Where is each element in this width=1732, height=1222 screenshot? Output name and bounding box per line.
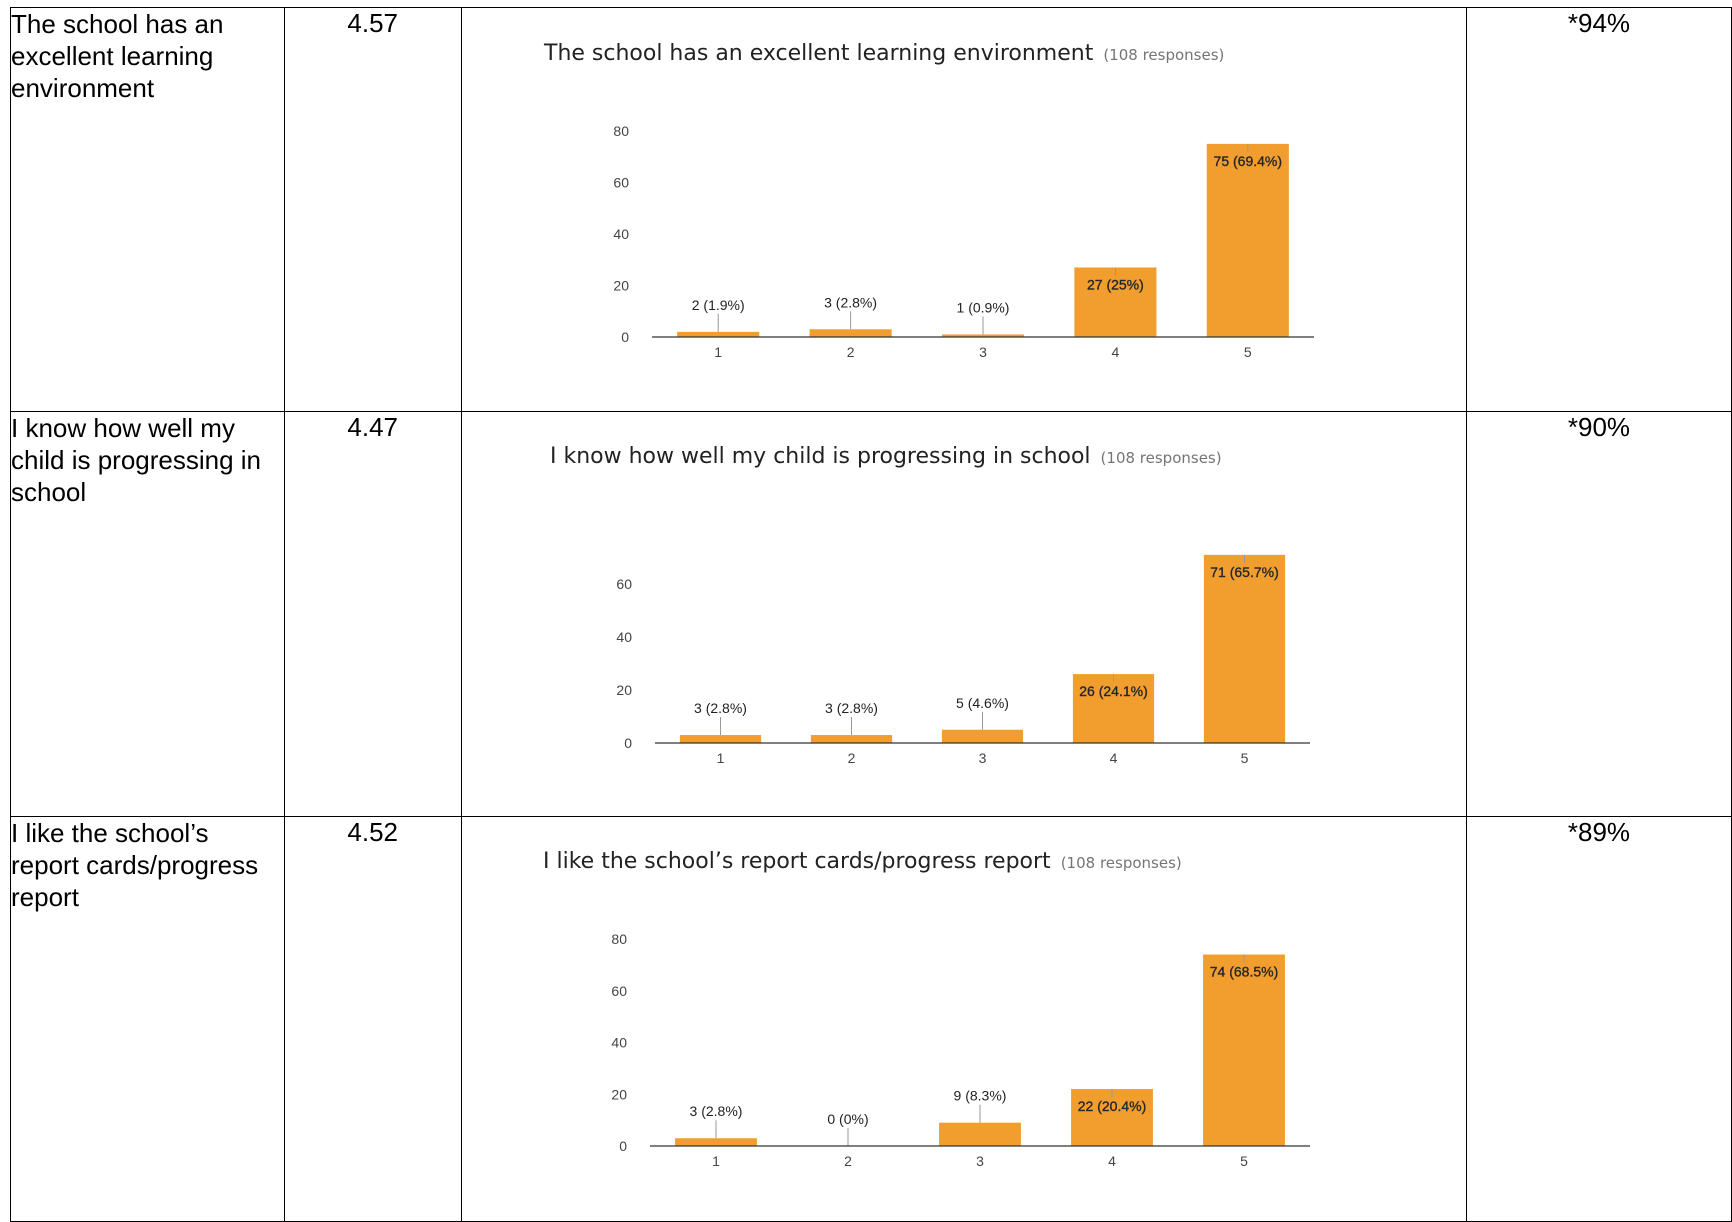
agreement-percent: *89% <box>1465 816 1732 1222</box>
data-label: 71 (65.7%) <box>1210 564 1278 580</box>
x-tick-label: 5 <box>1241 750 1249 766</box>
x-tick-label: 4 <box>1111 344 1119 360</box>
question-text: I like the school’s report cards/progres… <box>10 816 285 1222</box>
bar <box>675 1138 757 1146</box>
bar <box>679 735 762 743</box>
x-tick-label: 5 <box>1240 1153 1248 1169</box>
data-label: 26 (24.1%) <box>1079 683 1147 699</box>
x-tick-label: 5 <box>1244 344 1252 360</box>
x-tick-label: 1 <box>712 1153 720 1169</box>
chart-response-count: (108 responses) <box>1103 46 1224 64</box>
chart-cell: I like the school’s report cards/progres… <box>460 816 1467 1222</box>
data-label: 2 (1.9%) <box>692 297 745 313</box>
chart-cell: The school has an excellent learning env… <box>460 7 1467 412</box>
chart-title: The school has an excellent learning env… <box>543 41 1224 66</box>
y-tick-label: 60 <box>613 175 629 191</box>
data-label: 22 (20.4%) <box>1078 1098 1146 1114</box>
survey-results-table: The school has an excellent learning env… <box>10 7 1732 1222</box>
y-tick-label: 80 <box>611 931 627 947</box>
y-tick-label: 0 <box>624 735 632 751</box>
x-tick-label: 1 <box>717 750 725 766</box>
data-label: 5 (4.6%) <box>956 695 1009 711</box>
x-tick-label: 1 <box>714 344 722 360</box>
data-label: 3 (2.8%) <box>689 1103 742 1119</box>
bar <box>1206 143 1289 337</box>
y-tick-label: 60 <box>611 983 627 999</box>
chart-cell: I know how well my child is progressing … <box>460 411 1467 817</box>
table-row: The school has an excellent learning env… <box>10 7 1732 412</box>
y-tick-label: 60 <box>616 576 632 592</box>
bar <box>941 334 1024 337</box>
data-label: 75 (69.4%) <box>1213 153 1281 169</box>
data-label: 9 (8.3%) <box>953 1088 1006 1104</box>
y-tick-label: 40 <box>611 1035 627 1051</box>
table-row: I know how well my child is progressing … <box>10 411 1732 817</box>
bar <box>1072 674 1155 743</box>
average-score: 4.47 <box>283 411 462 817</box>
question-text: The school has an excellent learning env… <box>10 7 285 412</box>
bar <box>1203 954 1285 1146</box>
chart-title: I like the school’s report cards/progres… <box>543 849 1182 874</box>
x-tick-label: 3 <box>976 1153 984 1169</box>
x-tick-label: 4 <box>1108 1153 1116 1169</box>
y-tick-label: 40 <box>613 226 629 242</box>
average-score: 4.57 <box>283 7 462 412</box>
y-tick-label: 20 <box>613 278 629 294</box>
table-row: I like the school’s report cards/progres… <box>10 816 1732 1222</box>
chart-title-main: The school has an excellent learning env… <box>543 41 1094 66</box>
agreement-percent: *94% <box>1465 7 1732 412</box>
data-label: 0 (0%) <box>827 1111 868 1127</box>
bar <box>677 331 760 337</box>
data-label: 1 (0.9%) <box>956 299 1009 315</box>
y-tick-label: 0 <box>621 329 629 345</box>
x-tick-label: 2 <box>848 750 856 766</box>
y-tick-label: 0 <box>619 1138 627 1154</box>
chart-title-main: I know how well my child is progressing … <box>550 444 1091 469</box>
chart-response-count: (108 responses) <box>1100 449 1221 467</box>
chart-response-count: (108 responses) <box>1061 854 1182 872</box>
bar <box>810 735 893 743</box>
bar <box>941 729 1024 743</box>
bar <box>1074 267 1157 337</box>
x-tick-label: 2 <box>844 1153 852 1169</box>
x-tick-label: 3 <box>979 750 987 766</box>
x-tick-label: 4 <box>1110 750 1118 766</box>
bar <box>1071 1089 1153 1146</box>
y-tick-label: 40 <box>616 629 632 645</box>
agreement-percent: *90% <box>1465 411 1732 817</box>
bar-chart: I like the school’s report cards/progres… <box>543 849 1310 1169</box>
x-tick-label: 3 <box>979 344 987 360</box>
bar-chart: The school has an excellent learning env… <box>543 41 1314 360</box>
y-tick-label: 80 <box>613 123 629 139</box>
data-label: 3 (2.8%) <box>694 700 747 716</box>
bar-chart: I know how well my child is progressing … <box>550 444 1310 766</box>
data-label: 3 (2.8%) <box>825 700 878 716</box>
bar <box>939 1122 1021 1146</box>
bar <box>1203 554 1286 743</box>
y-tick-label: 20 <box>616 682 632 698</box>
average-score: 4.52 <box>283 816 462 1222</box>
x-tick-label: 2 <box>847 344 855 360</box>
question-text: I know how well my child is progressing … <box>10 411 285 817</box>
data-label: 27 (25%) <box>1087 276 1144 292</box>
chart-title-main: I like the school’s report cards/progres… <box>543 849 1051 874</box>
chart-title: I know how well my child is progressing … <box>550 444 1222 469</box>
data-label: 74 (68.5%) <box>1210 964 1278 980</box>
y-tick-label: 20 <box>611 1086 627 1102</box>
data-label: 3 (2.8%) <box>824 294 877 310</box>
bar <box>809 329 892 337</box>
